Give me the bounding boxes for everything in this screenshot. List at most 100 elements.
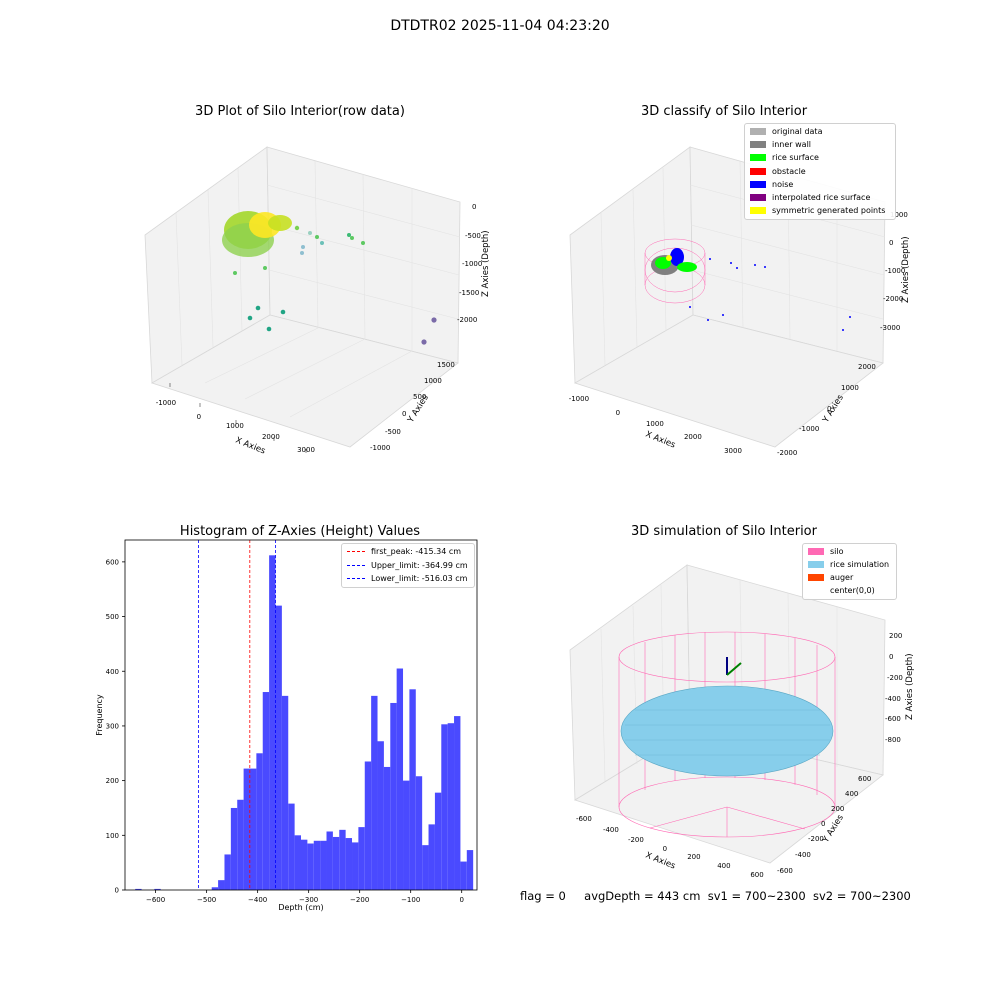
legend-item: inner wall [750, 138, 811, 151]
sim-z-tick: 200 [889, 632, 902, 640]
y-tick-label: 100 [106, 832, 119, 840]
histogram-bar [301, 839, 308, 890]
sim-z-label: Z Axies (Depth) [905, 653, 915, 720]
raw-plot-title: 3D Plot of Silo Interior(row data) [195, 104, 405, 119]
sim-x-tick: 200 [687, 853, 700, 861]
classify-x-tick: 1000 [646, 420, 664, 428]
figure-title: DTDTR02 2025-11-04 04:23:20 [390, 18, 610, 34]
histogram-bar [441, 724, 448, 890]
classify-z-tick: -3000 [880, 324, 900, 332]
histogram-bar [352, 842, 359, 890]
histogram-title: Histogram of Z-Axies (Height) Values [179, 524, 421, 539]
y-tick-label: 600 [106, 558, 119, 566]
histogram-bar [313, 840, 321, 890]
y-tick-label: 0 [115, 887, 119, 895]
legend-label: noise [772, 179, 794, 189]
sim-y-tick: 600 [858, 775, 871, 783]
raw-y-tick: -1000 [370, 444, 390, 452]
legend-label: symmetric generated points [772, 206, 886, 216]
histogram-bar [447, 723, 455, 890]
x-tick-label: 0 [459, 896, 463, 904]
classify-y-tick: 2000 [858, 363, 876, 371]
histogram-reference-lines [198, 540, 276, 890]
legend-swatch [347, 551, 365, 553]
x-tick-label: −400 [248, 896, 267, 904]
legend-swatch [750, 194, 766, 202]
classify-y-tick: -2000 [777, 449, 797, 457]
sim-y-tick: 0 [821, 820, 825, 828]
classify-x-tick: 2000 [684, 433, 702, 441]
sv2-value: sv2 = 700~2300 [812, 889, 911, 903]
legend-item: noise [750, 178, 793, 191]
legend-item: rice surface [750, 151, 819, 164]
sim-x-tick: 0 [663, 845, 667, 853]
histogram-bar [294, 835, 301, 890]
histogram-bar [218, 880, 225, 890]
legend-swatch [347, 578, 365, 580]
legend-swatch [808, 574, 824, 581]
histogram-bar [332, 836, 340, 890]
histogram-bar [454, 716, 461, 890]
raw-x-tick: 3000 [297, 446, 315, 454]
histogram-bar [339, 829, 346, 890]
legend-swatch [750, 154, 766, 162]
histogram-bar [364, 761, 372, 890]
sim-x-tick: -200 [628, 836, 644, 844]
svg-text:1000 0 -1000 -2000: 1000 0 -1000 -2000 -3000 [880, 211, 910, 332]
flag-value: flag = 0 [520, 889, 566, 903]
raw-y-tick: 500 [413, 393, 426, 401]
svg-text:-600 -400 -200 0: -600 -400 -200 0 200 400 600 [777, 775, 871, 875]
classify-y-tick: -1000 [799, 425, 819, 433]
sim-z-tick: -400 [885, 695, 901, 703]
legend-label: silo [830, 547, 844, 556]
histogram-y-label: Frequency [95, 694, 104, 736]
sim-y-tick: -600 [777, 867, 793, 875]
histogram-bar [409, 689, 416, 890]
histogram-bar [288, 803, 295, 890]
legend-label: obstacle [772, 166, 806, 176]
histogram-x-ticks: −600 −500 −400 −300 −200 −100 0 [146, 890, 464, 904]
sim-z-tick: 0 [889, 653, 893, 661]
classify-y-tick: 1000 [841, 384, 859, 392]
legend-label: original data [772, 127, 823, 137]
raw-3d-plot: -1000 0 1000 2000 3000 -1000 -500 0 500 … [144, 146, 491, 457]
histogram-bar [275, 605, 282, 890]
raw-y-tick: 0 [402, 410, 406, 418]
legend-label: rice simulation [830, 560, 890, 569]
classify-legend: original data inner wall rice surface obsta… [744, 123, 896, 220]
histogram-bar [390, 702, 397, 890]
sim-z-tick: -800 [885, 736, 901, 744]
raw-z-label: Z Axies (Depth) [481, 230, 491, 297]
auger-arm [726, 662, 742, 676]
legend-item: first_peak: -415.34 cm [347, 545, 461, 559]
legend-swatch [750, 141, 766, 149]
classify-z-tick: -2000 [883, 295, 903, 303]
classify-z-tick: -1000 [885, 267, 905, 275]
svg-text:-600 -400 -200 0: -600 -400 -200 0 200 400 600 [576, 815, 764, 879]
histogram-bar [326, 831, 333, 890]
x-tick-label: −600 [146, 896, 165, 904]
y-tick-label: 300 [106, 722, 119, 730]
histogram-bar [358, 827, 365, 890]
histogram-bar [396, 668, 404, 890]
svg-text:-1000 0 1000 2000: -1000 0 1000 2000 3000 [569, 395, 742, 455]
histogram-bar [281, 695, 289, 890]
histogram-bar [403, 780, 410, 890]
raw-z-tick: -2000 [457, 316, 477, 324]
status-line: flag = 0 avgDepth = 443 cm sv1 = 700~230… [520, 889, 911, 903]
histogram-bar [460, 861, 467, 890]
legend-item: obstacle [750, 165, 806, 178]
histogram-bar [415, 776, 423, 890]
x-tick-label: −200 [350, 896, 369, 904]
classify-z-tick: 0 [889, 239, 893, 247]
histogram-bar [243, 768, 250, 890]
legend-item: center(0,0) [808, 584, 875, 597]
classify-plot-title: 3D classify of Silo Interior [640, 104, 808, 119]
classify-x-label: X Axies [644, 430, 677, 451]
raw-x-tick: -1000 [156, 399, 176, 407]
raw-z-tick: -500 [465, 232, 481, 240]
raw-y-tick: -500 [385, 428, 401, 436]
svg-text:0 -500 -1000 -1500: 0 -500 -1000 -1500 -2000 [457, 203, 485, 324]
legend-swatch [808, 587, 824, 594]
histogram-bar [230, 807, 238, 890]
